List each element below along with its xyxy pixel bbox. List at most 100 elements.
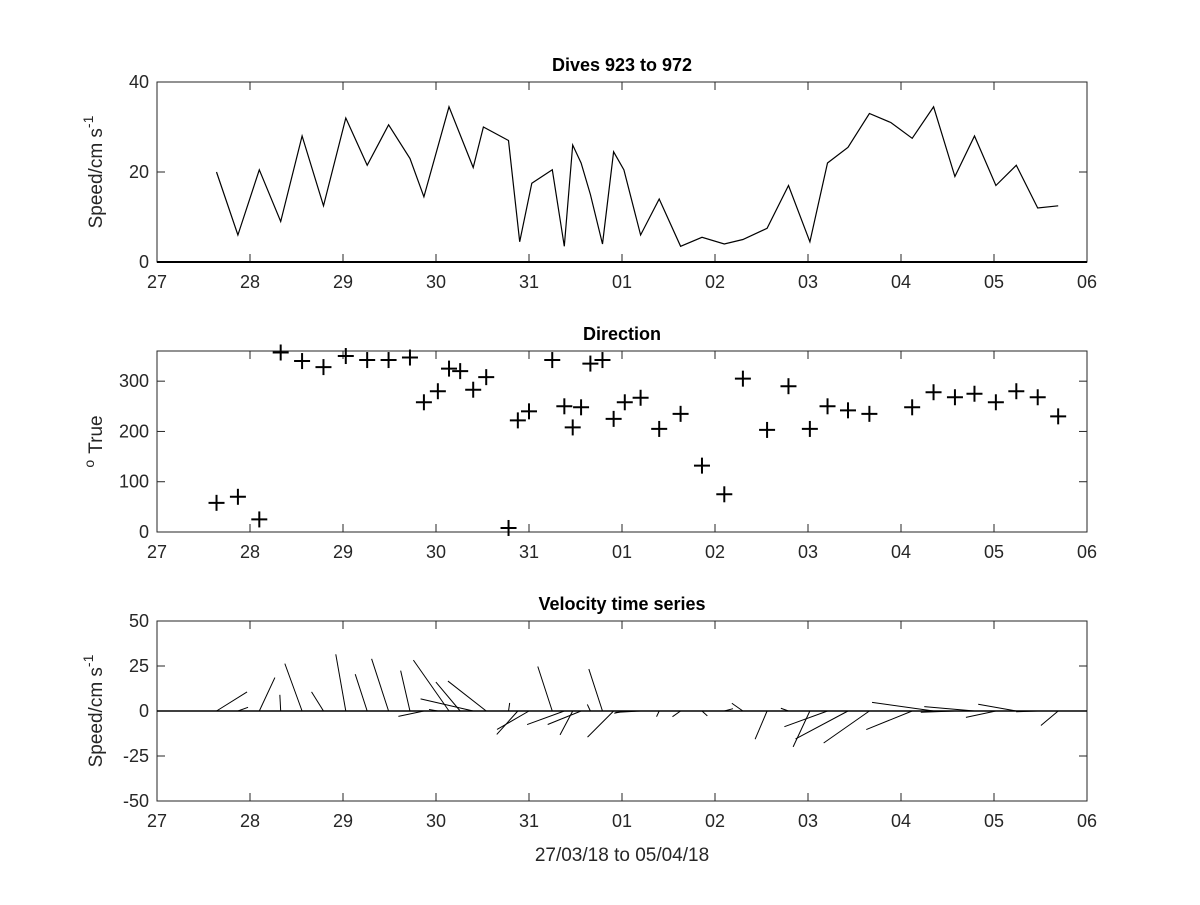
y-tick-label: 0 — [139, 701, 149, 721]
velocity-stick — [447, 680, 487, 712]
x-tick-label: 29 — [333, 811, 353, 831]
y-tick-label: -50 — [123, 791, 149, 811]
direction-marker — [415, 394, 432, 411]
velocity-stick — [588, 668, 603, 712]
y-tick-label: 20 — [129, 162, 149, 182]
y-axis-label: Speed/cm s-1 — [80, 654, 107, 767]
direction-marker — [1050, 408, 1067, 425]
y-tick-label: 100 — [119, 472, 149, 492]
velocity-stick — [795, 710, 849, 740]
velocity-stick — [412, 659, 450, 712]
direction-marker — [544, 352, 561, 369]
x-tick-label: 06 — [1077, 811, 1097, 831]
direction-marker — [904, 399, 921, 416]
direction-marker — [582, 355, 599, 372]
x-tick-label: 05 — [984, 272, 1004, 292]
velocity-stick — [731, 702, 744, 712]
velocity-stick — [965, 710, 996, 718]
velocity-stick — [615, 710, 641, 713]
direction-marker — [556, 398, 573, 415]
velocity-stick — [279, 694, 282, 712]
x-tick-label: 28 — [240, 272, 260, 292]
x-tick-label: 06 — [1077, 542, 1097, 562]
velocity-stick — [701, 710, 708, 717]
velocity-stick — [587, 710, 614, 738]
x-axis-label: 27/03/18 to 05/04/18 — [535, 845, 709, 866]
velocity-stick — [1016, 710, 1038, 713]
direction-marker — [478, 369, 495, 386]
direction-marker — [605, 410, 622, 427]
direction-marker — [839, 402, 856, 419]
x-tick-label: 06 — [1077, 272, 1097, 292]
direction-marker — [759, 421, 776, 438]
y-tick-label: 25 — [129, 656, 149, 676]
x-tick-label: 30 — [426, 811, 446, 831]
y-tick-label: 40 — [129, 72, 149, 92]
velocity-stick — [656, 710, 660, 717]
y-axis-label: o True — [81, 415, 107, 467]
chart-title: Direction — [583, 324, 661, 344]
x-tick-label: 27 — [147, 272, 167, 292]
direction-marker — [229, 488, 246, 505]
x-tick-label: 05 — [984, 542, 1004, 562]
direction-marker — [380, 352, 397, 369]
velocity-stick — [435, 681, 461, 712]
direction-marker — [1008, 383, 1025, 400]
x-tick-label: 27 — [147, 542, 167, 562]
velocity-stick — [978, 703, 1017, 712]
speed-panel: 27 28 29 30 31 01 02 03 04 05 06 0 20 40 Dives 923 to … — [80, 55, 1097, 292]
velocity-stick — [823, 710, 870, 744]
velocity-stick — [586, 704, 591, 712]
y-axis-label: Speed/cm s-1 — [80, 115, 107, 228]
direction-marker — [359, 352, 376, 369]
direction-marker — [594, 352, 611, 369]
direction-marker — [573, 399, 590, 416]
velocity-stick — [780, 707, 789, 712]
x-tick-label: 04 — [891, 542, 911, 562]
x-tick-label: 04 — [891, 811, 911, 831]
direction-marker — [966, 385, 983, 402]
velocity-stick — [216, 691, 248, 712]
direction-marker — [465, 381, 482, 398]
velocity-stick — [784, 710, 828, 728]
direction-marker — [716, 486, 733, 503]
x-tick-label: 01 — [612, 811, 632, 831]
direction-marker — [672, 405, 689, 422]
y-axis-label-sup: -1 — [80, 115, 96, 128]
velocity-stick — [311, 691, 324, 712]
velocity-stick — [258, 677, 276, 712]
direction-marker — [946, 389, 963, 406]
x-tick-label: 02 — [705, 272, 725, 292]
direction-marker — [452, 363, 469, 380]
velocity-stick — [920, 710, 955, 713]
velocity-stick — [672, 710, 681, 718]
x-tick-label: 31 — [519, 272, 539, 292]
y-axis-label-main: Speed/cm s — [86, 128, 107, 228]
direction-marker — [509, 412, 526, 429]
direction-marker — [693, 457, 710, 474]
velocity-stick — [335, 654, 347, 712]
direction-marker — [521, 403, 537, 420]
y-tick-label: 0 — [139, 252, 149, 272]
direction-marker — [801, 420, 818, 437]
direction-marker — [616, 394, 633, 411]
direction-marker — [632, 389, 649, 406]
axes-box — [156, 81, 1088, 263]
velocity-stick — [284, 663, 303, 712]
velocity-stick — [508, 702, 511, 712]
direction-marker — [925, 384, 942, 401]
x-tick-label: 31 — [519, 811, 539, 831]
x-tick-label: 03 — [798, 272, 818, 292]
x-tick-label: 28 — [240, 811, 260, 831]
x-tick-label: 02 — [705, 542, 725, 562]
velocity-stick — [1040, 710, 1059, 726]
velocity-stick — [871, 701, 934, 712]
direction-marker — [819, 398, 836, 415]
direction-marker — [337, 348, 354, 365]
x-tick-label: 02 — [705, 811, 725, 831]
y-tick-label: 200 — [119, 421, 149, 441]
x-tick-label: 27 — [147, 811, 167, 831]
velocity-stick — [724, 708, 734, 712]
x-tick-label: 29 — [333, 272, 353, 292]
